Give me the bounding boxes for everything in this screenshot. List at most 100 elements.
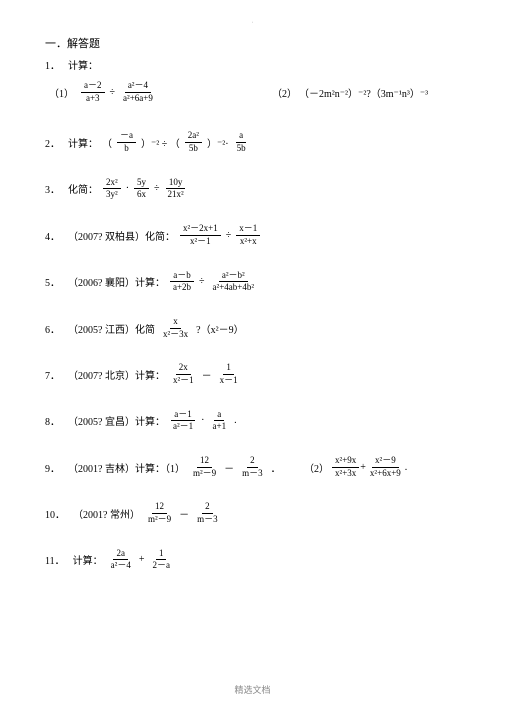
p2-frac2: 2a² 5b bbox=[185, 130, 202, 154]
p6-num: 6． bbox=[45, 321, 60, 336]
p4-f1-num: x²－2x+1 bbox=[180, 223, 221, 236]
p5-f1-den: a+2b bbox=[170, 282, 194, 294]
p2-frac3: a 5b bbox=[234, 130, 249, 154]
problem-11: 11． 计算： 2a a²－4 + 1 2－a bbox=[45, 548, 460, 572]
p11-f1-num: 2a bbox=[113, 548, 128, 561]
p11-f2-den: 2－a bbox=[149, 560, 173, 572]
p1-expr2: （－2m²n⁻²）⁻²?（3m⁻¹n³）⁻³ bbox=[299, 85, 428, 100]
p5-label: （2006? 襄阳）计算： bbox=[68, 274, 165, 289]
p3-frac3: 10y 21x² bbox=[165, 177, 187, 201]
p5-f2-den: a²+4ab+4b² bbox=[210, 282, 258, 294]
footer: 精选文档 bbox=[234, 683, 270, 696]
problem-1-body: （1） a－2 a+3 ÷ a²－4 a²+6a+9 （2） （－2m²n⁻²）… bbox=[45, 80, 460, 104]
p6-f1-num: x bbox=[170, 316, 181, 329]
p1-sub2: （2） bbox=[272, 85, 297, 100]
p2-f2-den: 5b bbox=[186, 143, 201, 155]
p4-f2-den: x²+x bbox=[237, 236, 260, 248]
problem-3: 3． 化简： 2x² 3y² · 5y 6x ÷ 10y 21x² bbox=[45, 177, 460, 201]
p11-op: + bbox=[139, 554, 145, 565]
p9-f1-num: 12 bbox=[197, 455, 212, 468]
p2-rp2: ）⁻²· bbox=[207, 135, 229, 150]
p9-tail: ． bbox=[271, 460, 281, 475]
p9-f1-den: m²－9 bbox=[190, 468, 219, 480]
p5-op: ÷ bbox=[199, 276, 205, 287]
p7-f1-den: x²－1 bbox=[170, 375, 197, 387]
p10-label: （2001? 常州） bbox=[73, 506, 140, 521]
p4-op: ÷ bbox=[226, 230, 232, 241]
p10-f1-den: m²－9 bbox=[145, 514, 174, 526]
p5-f1-num: a－b bbox=[170, 270, 194, 283]
p8-num: 8． bbox=[45, 413, 60, 428]
p3-op: ÷ bbox=[154, 183, 160, 194]
p3-f1-den: 3y² bbox=[103, 189, 121, 201]
p4-f1-den: x²－1 bbox=[187, 236, 214, 248]
p1-frac1: a－2 a+3 bbox=[81, 80, 105, 104]
p9-frac3: x²+9x x²+3x bbox=[332, 455, 359, 479]
p9-frac4: x²－9 x²+6x+9 bbox=[367, 455, 404, 479]
problem-4: 4． （2007? 双柏县）化简： x²－2x+1 x²－1 ÷ x－1 x²+… bbox=[45, 223, 460, 247]
problem-5: 5． （2006? 襄阳）计算： a－b a+2b ÷ a²－b² a²+4ab… bbox=[45, 270, 460, 294]
p10-f2-den: m－3 bbox=[194, 514, 221, 526]
p5-frac2: a²－b² a²+4ab+4b² bbox=[210, 270, 258, 294]
p1-right: （2） （－2m²n⁻²）⁻²?（3m⁻¹n³）⁻³ bbox=[268, 85, 428, 100]
p2-f3-den: 5b bbox=[234, 143, 249, 155]
p5-f2-num: a²－b² bbox=[219, 270, 248, 283]
p3-label: 化简： bbox=[68, 181, 98, 196]
problem-9: 9． （2001? 吉林）计算：（1） 12 m²－9 － 2 m－3 ． （2… bbox=[45, 455, 460, 479]
p3-f2-num: 5y bbox=[134, 177, 149, 190]
problem-10: 10． （2001? 常州） 12 m²－9 － 2 m－3 bbox=[45, 501, 460, 525]
p7-frac2: 1 x－1 bbox=[217, 362, 241, 386]
p8-f2-num: a bbox=[214, 409, 224, 422]
problem-7: 7． （2007? 北京）计算： 2x x²－1 － 1 x－1 bbox=[45, 362, 460, 386]
p9-f2-num: 2 bbox=[247, 455, 258, 468]
p7-f1-num: 2x bbox=[176, 362, 191, 375]
p8-op: · bbox=[201, 415, 204, 426]
p7-num: 7． bbox=[45, 367, 60, 382]
p10-f1-num: 12 bbox=[152, 501, 167, 514]
p3-f1-num: 2x² bbox=[103, 177, 121, 190]
p7-op: － bbox=[202, 367, 212, 382]
p4-label: （2007? 双柏县）化简： bbox=[68, 228, 175, 243]
p2-f3-num: a bbox=[236, 130, 246, 143]
p5-num: 5． bbox=[45, 274, 60, 289]
p2-f2-num: 2a² bbox=[185, 130, 202, 143]
p1-f1-num: a－2 bbox=[81, 80, 105, 93]
p9-f3-den: x²+3x bbox=[332, 468, 359, 480]
p2-label: 计算： bbox=[68, 135, 98, 150]
p11-frac2: 1 2－a bbox=[149, 548, 173, 572]
p1-f2-num: a²－4 bbox=[125, 80, 151, 93]
p9-num: 9． bbox=[45, 460, 60, 475]
p6-f1-den: x²－3x bbox=[160, 329, 191, 341]
p8-label: （2005? 宜昌）计算： bbox=[68, 413, 165, 428]
p11-frac1: 2a a²－4 bbox=[108, 548, 134, 572]
p6-tail: ?（x²－9） bbox=[196, 321, 243, 336]
section-title: 一．解答题 bbox=[45, 35, 460, 51]
p9-frac1: 12 m²－9 bbox=[190, 455, 219, 479]
p9-f4-num: x²－9 bbox=[372, 455, 399, 468]
p3-f3-den: 21x² bbox=[165, 189, 187, 201]
p2-num: 2． bbox=[45, 135, 60, 150]
p4-f2-num: x－1 bbox=[236, 223, 260, 236]
p4-frac1: x²－2x+1 x²－1 bbox=[180, 223, 221, 247]
p9-op: － bbox=[224, 460, 234, 475]
p10-frac1: 12 m²－9 bbox=[145, 501, 174, 525]
p2-frac1: －a b bbox=[117, 130, 136, 154]
p9-f4-den: x²+6x+9 bbox=[367, 468, 404, 480]
p11-f1-den: a²－4 bbox=[108, 560, 134, 572]
p11-label: 计算： bbox=[73, 552, 103, 567]
p9-sub2: （2） bbox=[304, 460, 329, 475]
p3-dot1: · bbox=[126, 183, 129, 194]
p7-frac1: 2x x²－1 bbox=[170, 362, 197, 386]
p10-num: 10． bbox=[45, 506, 65, 521]
p3-frac1: 2x² 3y² bbox=[103, 177, 121, 201]
p3-f2-den: 6x bbox=[134, 189, 149, 201]
p2-rp1: ）⁻² ÷ （ bbox=[141, 135, 180, 150]
p7-label: （2007? 北京）计算： bbox=[68, 367, 165, 382]
p9-right: （2） x²+9x x²+3x + x²－9 x²+6x+9 . bbox=[300, 455, 407, 479]
p11-num: 11． bbox=[45, 552, 65, 567]
p2-f1-den: b bbox=[121, 143, 132, 155]
p7-f2-num: 1 bbox=[223, 362, 234, 375]
p1-f2-den: a²+6a+9 bbox=[120, 93, 156, 105]
p10-op: － bbox=[179, 506, 189, 521]
p9-f3-num: x²+9x bbox=[332, 455, 359, 468]
